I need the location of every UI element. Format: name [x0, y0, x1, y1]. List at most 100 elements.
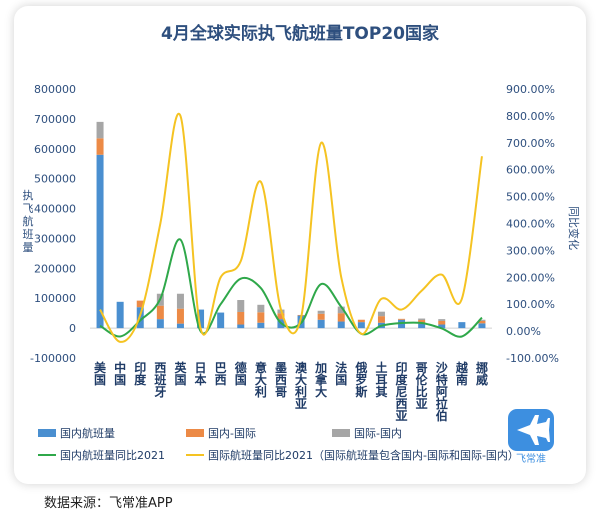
bar-segment	[156, 319, 164, 329]
bar-segment	[317, 313, 325, 320]
y-tick-label: 300000	[34, 232, 76, 245]
bar-segment	[418, 318, 426, 321]
y2-tick-label: 600.00%	[506, 164, 555, 177]
category-label: 意大利	[255, 360, 267, 399]
y-tick-label: 500000	[34, 173, 76, 186]
category-label: 德国	[235, 360, 247, 387]
bar-segment	[357, 322, 365, 329]
y2-tick-label: 200.00%	[506, 271, 555, 284]
y2-tick-label: 900.00%	[506, 83, 555, 96]
category-label: 俄罗斯	[354, 360, 367, 399]
category-label: 沙特阿拉伯	[436, 361, 448, 423]
y2-tick-label: 800.00%	[506, 110, 555, 123]
category-label: 巴西	[215, 361, 227, 387]
legend-label: 国内-国际	[208, 426, 256, 440]
bar-segment	[197, 309, 205, 329]
bar-segment	[176, 293, 184, 309]
category-label: 挪威	[476, 360, 488, 387]
y2-tick-label: 700.00%	[506, 137, 555, 150]
bar-segment	[337, 313, 345, 322]
bar-segment	[257, 312, 265, 323]
legend-swatch	[186, 429, 204, 437]
y-tick-label: 100000	[34, 292, 76, 305]
bar-segment	[156, 305, 164, 320]
y-tick-label: 600000	[34, 143, 76, 156]
category-label: 法国	[335, 360, 347, 387]
logo-label: 飞常准	[516, 452, 546, 465]
y2-tick-label: 100.00%	[506, 298, 555, 311]
bar-segment	[478, 319, 486, 321]
y2-tick-label: 500.00%	[506, 191, 555, 204]
bar-segment	[317, 310, 325, 314]
category-label: 中国	[114, 360, 126, 387]
bar-segment	[377, 311, 385, 317]
bar-segment	[337, 321, 345, 329]
bar-segment	[237, 300, 245, 312]
category-label: 美国	[94, 360, 107, 387]
category-label: 哥伦比亚	[416, 361, 429, 411]
legend-label: 国内航班量	[60, 426, 115, 440]
category-label: 日本	[195, 361, 207, 387]
y-axis-title-char: 航	[23, 214, 34, 228]
y-axis-title-char: 班	[23, 228, 34, 241]
category-label: 西班牙	[154, 361, 166, 399]
bar-segment	[237, 324, 245, 329]
y2-axis-title: 同比变化	[567, 206, 581, 250]
y-tick-label: 200000	[34, 262, 76, 275]
bar-segment	[96, 154, 104, 329]
category-label: 印度尼西亚	[396, 361, 409, 423]
legend-swatch	[332, 429, 350, 437]
category-label: 越南	[455, 360, 469, 387]
y-tick-label: 700000	[34, 113, 76, 126]
bar-segment	[418, 323, 426, 329]
bar-segment	[136, 300, 144, 308]
y-tick-label: 400000	[34, 203, 76, 216]
legend-label: 国内航班量同比2021	[60, 448, 165, 462]
bar-segment	[257, 304, 265, 313]
y-tick-label: -100000	[30, 352, 76, 365]
bar-segment	[438, 324, 446, 329]
y2-tick-label: -100.00%	[506, 352, 559, 365]
bar-segment	[438, 320, 446, 325]
bar-segment	[257, 322, 265, 329]
category-label: 加拿大	[314, 360, 328, 399]
category-label: 墨西哥	[275, 361, 287, 399]
bar-segment	[418, 320, 426, 324]
bar-segment	[458, 322, 466, 329]
bar-segment	[176, 323, 184, 329]
bar-segment	[176, 308, 184, 324]
line-international-yoy	[99, 112, 483, 343]
y-axis-title-char: 执	[23, 188, 34, 202]
bar-segment	[96, 121, 104, 139]
y-axis-title-char: 飞	[23, 202, 34, 215]
category-label: 英国	[174, 360, 187, 387]
bar-segment	[317, 319, 325, 329]
bar-segment	[116, 301, 124, 329]
bar-segment	[217, 312, 225, 329]
y-tick-label: 800000	[34, 83, 76, 96]
legend-swatch	[38, 429, 56, 437]
bar-segment	[478, 323, 486, 329]
y-tick-label: 0	[69, 322, 76, 335]
y2-tick-label: 0.00%	[506, 325, 541, 338]
bar-segment	[237, 311, 245, 325]
category-label: 澳大利亚	[295, 360, 308, 411]
chart: 4月全球实际执飞航班量TOP20国家 800000 700000 600000 5000…	[23, 23, 582, 465]
bar-segment	[438, 319, 446, 321]
data-source: 数据来源：飞常准APP	[44, 496, 173, 511]
bar-segment	[357, 319, 365, 323]
bar-segment	[96, 138, 104, 155]
y2-tick-label: 300.00%	[506, 244, 555, 257]
category-label: 印度	[134, 361, 147, 387]
legend-label: 国际航班量同比2021（国际航班量包含国内-国际和国际-国内）	[208, 448, 519, 462]
bar-segment	[337, 306, 345, 314]
legend-label: 国际-国内	[354, 426, 402, 440]
bar-segment	[377, 316, 385, 323]
bar-segment	[277, 313, 285, 320]
category-label: 土耳其	[375, 360, 387, 399]
chart-title: 4月全球实际执飞航班量TOP20国家	[161, 23, 439, 44]
bar-segment	[398, 318, 406, 320]
y2-tick-label: 400.00%	[506, 218, 555, 231]
chart-card: 4月全球实际执飞航班量TOP20国家 800000 700000 600000 5000…	[14, 6, 586, 484]
airplane-icon	[517, 415, 550, 445]
